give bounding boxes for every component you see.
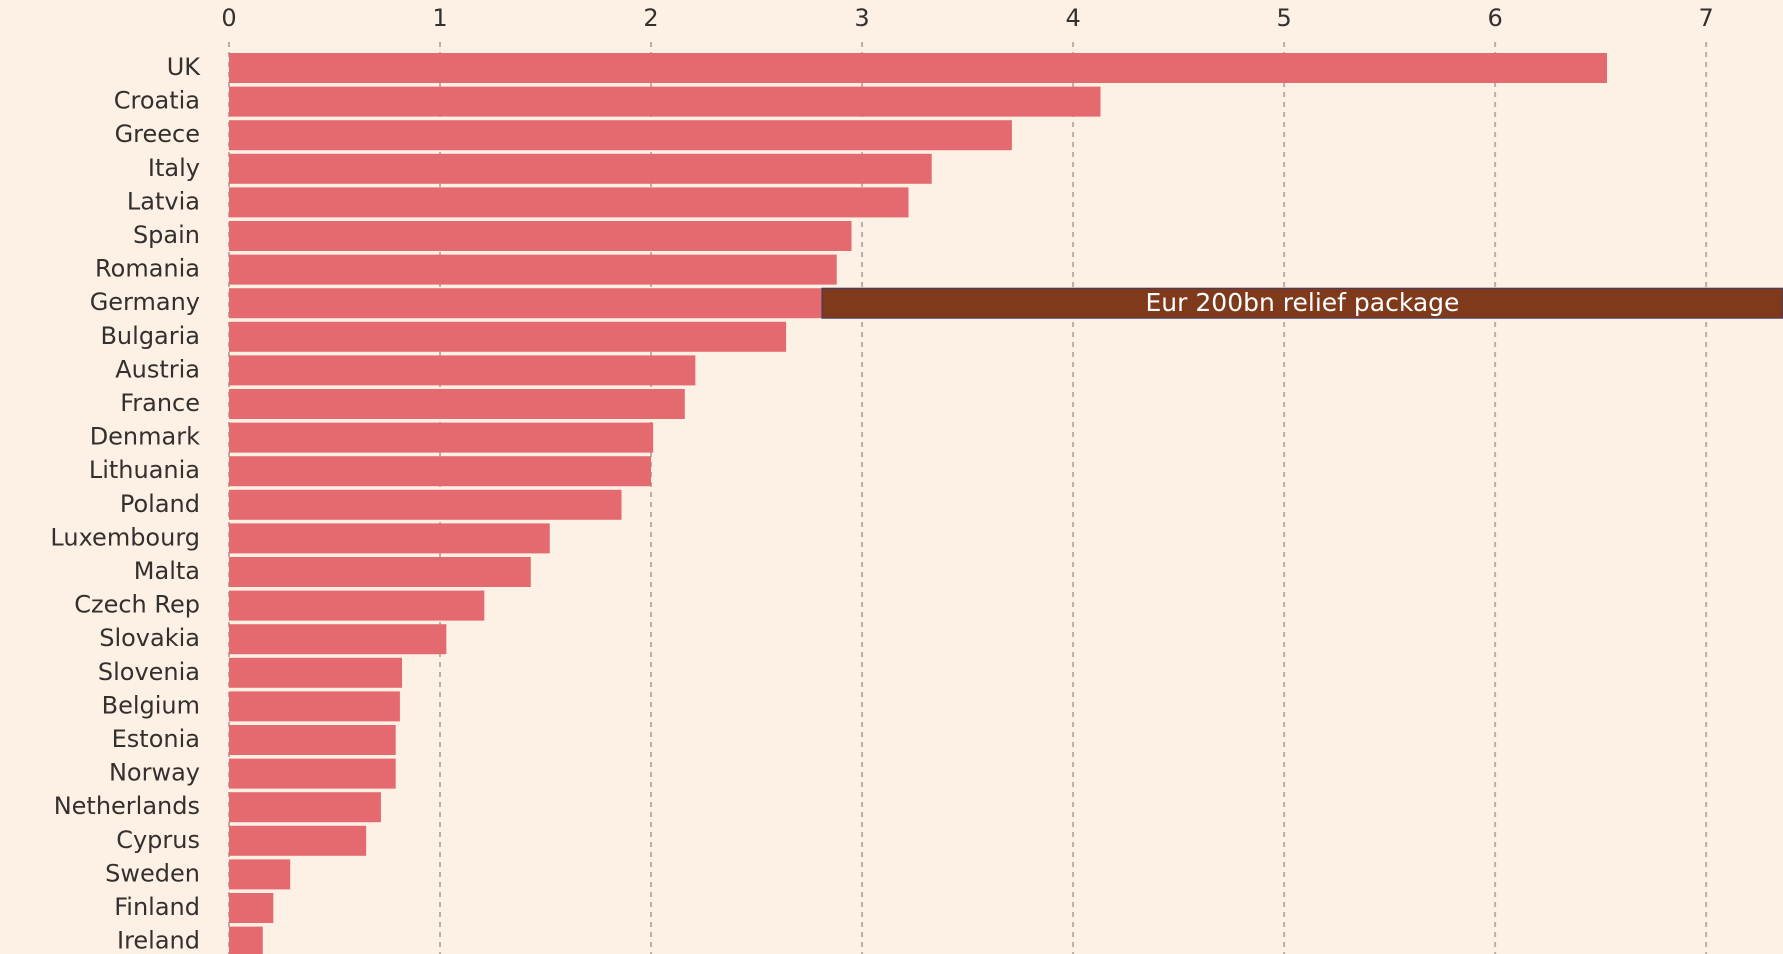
y-tick-label: Sweden	[105, 859, 200, 887]
bar	[229, 187, 909, 218]
y-tick-label: Germany	[90, 288, 200, 316]
bar	[229, 725, 396, 755]
y-tick-label: Poland	[120, 490, 200, 518]
bar	[229, 456, 652, 487]
bar	[229, 859, 291, 890]
bar	[229, 254, 837, 285]
bar	[229, 355, 696, 386]
y-tick-label: Lithuania	[89, 456, 200, 484]
bar	[229, 657, 403, 688]
bar	[229, 389, 685, 419]
y-tick-label: Czech Rep	[74, 591, 200, 619]
x-tick-label: 3	[854, 4, 869, 32]
x-tick-label: 5	[1276, 4, 1291, 32]
bar	[229, 489, 622, 520]
bar	[229, 523, 550, 554]
bar	[229, 825, 367, 856]
bar	[229, 758, 396, 789]
bar	[229, 422, 654, 453]
y-tick-label: Denmark	[90, 423, 200, 451]
y-tick-label: Slovenia	[98, 658, 200, 686]
bar	[229, 153, 932, 184]
y-tick-label: Italy	[148, 154, 200, 182]
x-tick-label: 0	[221, 4, 236, 32]
x-tick-label: 6	[1487, 4, 1502, 32]
y-tick-label: UK	[167, 53, 202, 81]
bar	[229, 321, 787, 352]
annotation-box	[821, 287, 1783, 319]
bar	[229, 624, 447, 655]
x-tick-label: 2	[643, 4, 658, 32]
y-tick-label: Romania	[95, 255, 200, 283]
y-tick-label: Norway	[109, 759, 200, 787]
y-tick-label: Cyprus	[116, 826, 200, 854]
bar	[229, 120, 1012, 151]
y-tick-label: Ireland	[117, 927, 200, 954]
y-tick-label: Estonia	[112, 725, 200, 753]
x-tick-label: 7	[1699, 4, 1714, 32]
y-tick-label: Greece	[115, 120, 200, 148]
bar	[229, 590, 485, 621]
y-tick-label: Slovakia	[99, 624, 200, 652]
bar	[229, 557, 531, 587]
x-tick-label: 4	[1065, 4, 1080, 32]
bar	[229, 926, 263, 954]
x-tick-label: 1	[432, 4, 447, 32]
y-tick-label: Netherlands	[54, 792, 200, 820]
bar	[229, 691, 400, 722]
y-tick-label: France	[120, 389, 200, 417]
y-tick-label: Belgium	[102, 691, 200, 719]
y-tick-label: Spain	[133, 221, 200, 249]
y-tick-label: Finland	[114, 893, 200, 921]
bar	[229, 221, 852, 251]
bar	[229, 792, 381, 823]
bar	[229, 86, 1101, 117]
bar	[229, 288, 822, 319]
bar	[229, 53, 1607, 83]
y-tick-label: Malta	[134, 557, 200, 585]
bar	[229, 893, 274, 923]
y-tick-label: Latvia	[127, 187, 200, 215]
y-tick-label: Luxembourg	[50, 523, 200, 551]
annotation-text: Eur 200bn relief package	[1146, 288, 1460, 317]
y-tick-label: Bulgaria	[100, 322, 200, 350]
y-tick-label: Austria	[115, 355, 200, 383]
y-tick-label: Croatia	[114, 87, 200, 115]
